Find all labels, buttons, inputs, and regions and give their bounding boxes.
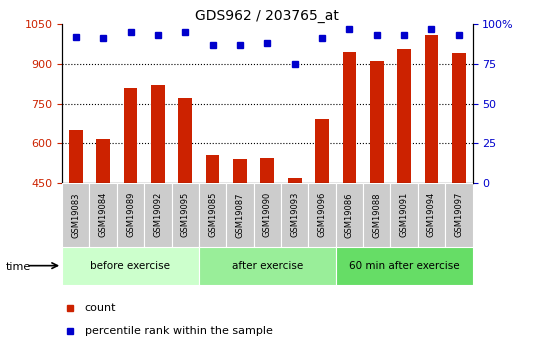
Bar — [69, 130, 83, 183]
Bar — [288, 178, 301, 183]
Bar — [144, 183, 172, 247]
Text: GSM19088: GSM19088 — [372, 192, 381, 237]
Bar — [151, 85, 165, 183]
Bar — [452, 53, 465, 183]
Bar — [90, 183, 117, 247]
Text: GSM19090: GSM19090 — [263, 192, 272, 237]
Bar — [62, 247, 199, 285]
Text: GSM19083: GSM19083 — [71, 192, 80, 237]
Text: GSM19086: GSM19086 — [345, 192, 354, 237]
Text: time: time — [5, 263, 31, 272]
Text: GSM19095: GSM19095 — [181, 192, 190, 237]
Bar — [281, 183, 308, 247]
Text: GSM19084: GSM19084 — [99, 192, 107, 237]
Text: before exercise: before exercise — [91, 261, 171, 270]
Text: GSM19085: GSM19085 — [208, 192, 217, 237]
Bar — [363, 183, 390, 247]
Text: percentile rank within the sample: percentile rank within the sample — [85, 326, 273, 336]
Bar — [124, 88, 137, 183]
Bar — [62, 183, 90, 247]
Bar — [199, 247, 336, 285]
Bar — [260, 158, 274, 183]
Text: GSM19089: GSM19089 — [126, 192, 135, 237]
Bar — [206, 155, 219, 183]
Bar — [199, 183, 226, 247]
Bar — [117, 183, 144, 247]
Bar — [226, 183, 254, 247]
Bar — [445, 183, 472, 247]
Bar — [424, 35, 438, 183]
Bar — [172, 183, 199, 247]
Bar — [254, 183, 281, 247]
Bar — [178, 98, 192, 183]
Bar — [336, 183, 363, 247]
Bar — [315, 119, 329, 183]
Text: GSM19097: GSM19097 — [454, 192, 463, 237]
Bar — [418, 183, 445, 247]
Text: GSM19093: GSM19093 — [290, 192, 299, 237]
Text: GSM19094: GSM19094 — [427, 192, 436, 237]
Text: 60 min after exercise: 60 min after exercise — [349, 261, 460, 270]
Bar — [308, 183, 336, 247]
Bar — [370, 61, 383, 183]
Text: after exercise: after exercise — [232, 261, 303, 270]
Text: GSM19096: GSM19096 — [318, 192, 327, 237]
Bar — [336, 247, 472, 285]
Text: GSM19092: GSM19092 — [153, 192, 163, 237]
Text: GSM19087: GSM19087 — [235, 192, 245, 237]
Text: count: count — [85, 303, 116, 313]
Text: GSM19091: GSM19091 — [400, 192, 409, 237]
Bar — [397, 49, 411, 183]
Title: GDS962 / 203765_at: GDS962 / 203765_at — [195, 9, 339, 23]
Bar — [233, 159, 247, 183]
Bar — [390, 183, 418, 247]
Bar — [96, 139, 110, 183]
Bar — [342, 52, 356, 183]
